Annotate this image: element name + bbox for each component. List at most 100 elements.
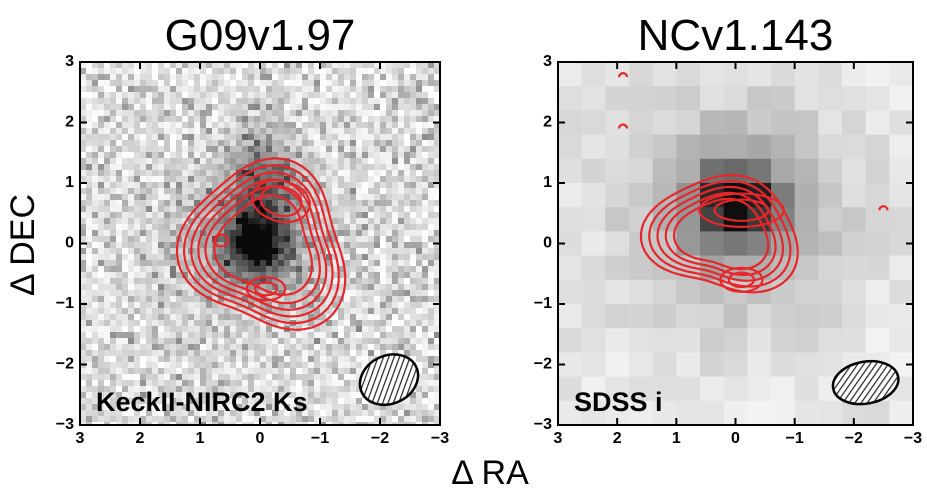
pixel (80, 200, 86, 206)
pixel (212, 350, 218, 356)
pixel (434, 110, 440, 116)
pixel (134, 266, 140, 272)
pixel (236, 212, 242, 218)
pixel (158, 80, 164, 86)
pixel (747, 376, 772, 402)
pixel (260, 98, 266, 104)
pixel (206, 242, 212, 248)
pixel (236, 260, 242, 266)
pixel (164, 368, 170, 374)
pixel (248, 314, 254, 320)
pixel (92, 410, 98, 416)
pixel (146, 206, 152, 212)
pixel (98, 128, 104, 134)
pixel (332, 314, 338, 320)
pixel (116, 206, 122, 212)
pixel (236, 266, 242, 272)
pixel (140, 176, 146, 182)
pixel (332, 98, 338, 104)
pixel (188, 392, 194, 398)
pixel (332, 170, 338, 176)
pixel (158, 206, 164, 212)
pixel (104, 218, 110, 224)
pixel (308, 92, 314, 98)
pixel (206, 290, 212, 296)
pixel (170, 284, 176, 290)
pixel (362, 254, 368, 260)
pixel (368, 92, 374, 98)
pixel (182, 200, 188, 206)
pixel (224, 272, 230, 278)
pixel (818, 110, 843, 136)
pixel (332, 122, 338, 128)
pixel (356, 98, 362, 104)
pixel (290, 362, 296, 368)
pixel (134, 116, 140, 122)
pixel (428, 86, 434, 92)
pixel (164, 218, 170, 224)
pixel (152, 374, 158, 380)
pixel (92, 122, 98, 128)
pixel (302, 422, 308, 425)
pixel (350, 320, 356, 326)
pixel (260, 278, 266, 284)
pixel (416, 416, 422, 422)
contour (617, 123, 629, 129)
pixel (254, 104, 260, 110)
pixel (152, 62, 158, 68)
pixel (194, 320, 200, 326)
pixel (218, 164, 224, 170)
pixel (272, 74, 278, 80)
contour (656, 185, 785, 282)
pixel (80, 284, 86, 290)
pixel (290, 170, 296, 176)
pixel (266, 380, 272, 386)
pixel (272, 308, 278, 314)
pixel (392, 236, 398, 242)
pixel (200, 110, 206, 116)
pixel (218, 68, 224, 74)
pixel (224, 374, 230, 380)
pixel (398, 410, 404, 416)
pixel (146, 164, 152, 170)
pixel (92, 212, 98, 218)
pixel (404, 104, 410, 110)
pixel (374, 170, 380, 176)
pixel (86, 242, 92, 248)
pixel (581, 400, 606, 425)
pixel (272, 230, 278, 236)
pixel (368, 140, 374, 146)
pixel (747, 400, 772, 425)
pixel (314, 122, 320, 128)
pixel (344, 128, 350, 134)
pixel (652, 110, 677, 136)
pixel (188, 260, 194, 266)
pixel (92, 404, 98, 410)
pixel (86, 356, 92, 362)
pixel (320, 362, 326, 368)
pixel (86, 302, 92, 308)
pixel (296, 176, 302, 182)
pixel (266, 134, 272, 140)
pixel (128, 236, 134, 242)
pixel (218, 302, 224, 308)
pixel (350, 206, 356, 212)
pixel (122, 182, 128, 188)
pixel (380, 182, 386, 188)
pixel (200, 272, 206, 278)
pixel (308, 374, 314, 380)
pixel (344, 188, 350, 194)
pixel (146, 404, 152, 410)
pixel (98, 122, 104, 128)
pixel (224, 74, 230, 80)
pixel (98, 398, 104, 404)
pixel (428, 410, 434, 416)
pixel (260, 134, 266, 140)
pixel (356, 350, 362, 356)
pixel (392, 332, 398, 338)
pixel (194, 410, 200, 416)
pixel (392, 104, 398, 110)
pixel (164, 158, 170, 164)
pixel (605, 255, 630, 281)
pixel (771, 110, 796, 136)
